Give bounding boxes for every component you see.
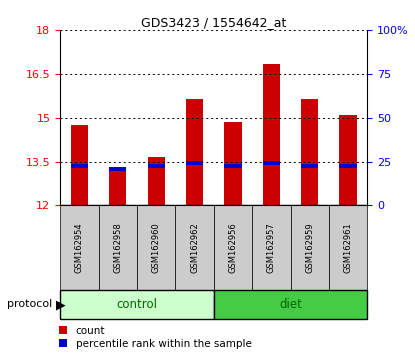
Bar xyxy=(186,99,203,205)
Bar xyxy=(109,167,127,171)
Bar xyxy=(339,164,357,168)
Bar xyxy=(224,122,242,205)
Text: ▶: ▶ xyxy=(56,298,66,311)
Text: GSM162961: GSM162961 xyxy=(344,222,353,273)
Bar xyxy=(71,164,88,168)
Text: control: control xyxy=(117,298,157,311)
Title: GDS3423 / 1554642_at: GDS3423 / 1554642_at xyxy=(141,16,286,29)
Bar xyxy=(339,115,357,205)
Bar xyxy=(263,64,280,205)
Bar xyxy=(214,290,367,319)
Bar xyxy=(224,164,242,168)
Text: GSM162958: GSM162958 xyxy=(113,222,122,273)
Bar xyxy=(252,205,290,290)
Bar xyxy=(60,290,214,319)
Bar xyxy=(109,167,127,205)
Text: GSM162959: GSM162959 xyxy=(305,222,314,273)
Bar xyxy=(263,161,280,165)
Text: GSM162960: GSM162960 xyxy=(151,222,161,273)
Text: diet: diet xyxy=(279,298,302,311)
Bar xyxy=(290,205,329,290)
Bar xyxy=(175,205,214,290)
Bar xyxy=(60,205,99,290)
Bar xyxy=(214,205,252,290)
Text: GSM162956: GSM162956 xyxy=(228,222,237,273)
Bar xyxy=(147,164,165,168)
Text: GSM162962: GSM162962 xyxy=(190,222,199,273)
Text: GSM162957: GSM162957 xyxy=(267,222,276,273)
Legend: count, percentile rank within the sample: count, percentile rank within the sample xyxy=(59,326,252,349)
Bar xyxy=(301,99,318,205)
Bar xyxy=(329,205,367,290)
Bar xyxy=(147,157,165,205)
Bar xyxy=(186,161,203,165)
Bar xyxy=(137,205,176,290)
Text: protocol: protocol xyxy=(7,299,52,309)
Bar xyxy=(301,164,318,168)
Bar xyxy=(71,125,88,205)
Text: GSM162954: GSM162954 xyxy=(75,222,84,273)
Bar xyxy=(99,205,137,290)
